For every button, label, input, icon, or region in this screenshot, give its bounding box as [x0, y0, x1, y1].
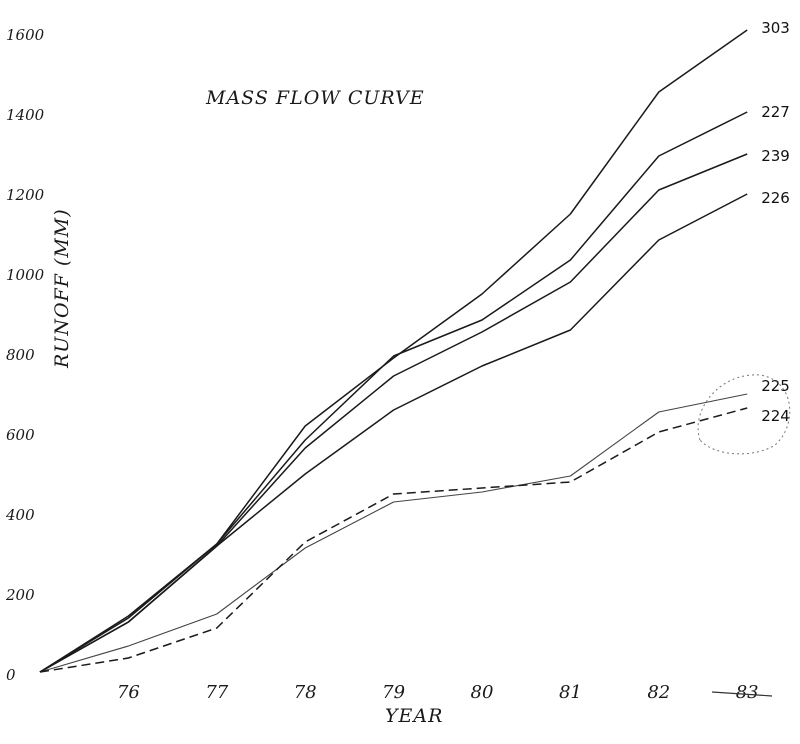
series-label-224: 224 [761, 407, 790, 425]
series-lines [39, 29, 748, 673]
x-tick-label: 81 [559, 682, 582, 703]
y-tick-label: 1600 [6, 26, 45, 44]
series-line-224 [39, 407, 748, 673]
y-tick-label: 1000 [6, 266, 45, 284]
y-tick-label: 0 [6, 666, 16, 684]
chart-title: MASS FLOW CURVE [205, 87, 425, 109]
y-tick-label: 200 [5, 586, 35, 604]
series-label-227: 227 [761, 103, 790, 121]
series-line-227 [39, 111, 748, 673]
series-line-239 [39, 153, 748, 673]
series-label-226: 226 [761, 189, 790, 207]
x-tick-label: 77 [205, 682, 228, 703]
series-label-225: 225 [761, 377, 790, 395]
y-tick-label: 1400 [6, 106, 45, 124]
x-axis-trailing-stroke [711, 691, 773, 697]
x-tick-label: 76 [117, 682, 140, 703]
x-tick-label: 83 [736, 682, 759, 703]
y-tick-label: 600 [6, 426, 35, 444]
annotation-circle [697, 374, 791, 455]
y-tick-label: 400 [5, 506, 35, 524]
y-tick-labels: 0 200 400 600 800 1000 1200 1400 1600 [5, 26, 45, 684]
series-label-239: 239 [761, 147, 790, 165]
y-axis-label: RUNOFF (MM) [51, 208, 73, 369]
x-tick-label: 79 [382, 682, 405, 703]
y-tick-label: 800 [6, 346, 35, 364]
x-axis-label: YEAR [385, 705, 443, 727]
y-tick-label: 1200 [6, 186, 45, 204]
x-tick-labels: 76 77 78 79 80 81 82 83 [117, 682, 759, 703]
x-tick-label: 82 [647, 682, 670, 703]
series-line-225 [39, 393, 748, 673]
x-tick-label: 78 [294, 682, 317, 703]
series-line-303 [39, 29, 748, 673]
x-tick-label: 80 [471, 682, 494, 703]
series-label-303: 303 [761, 19, 790, 37]
series-line-226 [39, 193, 748, 673]
series-labels: 303 227 239 226 225 224 [761, 19, 790, 425]
